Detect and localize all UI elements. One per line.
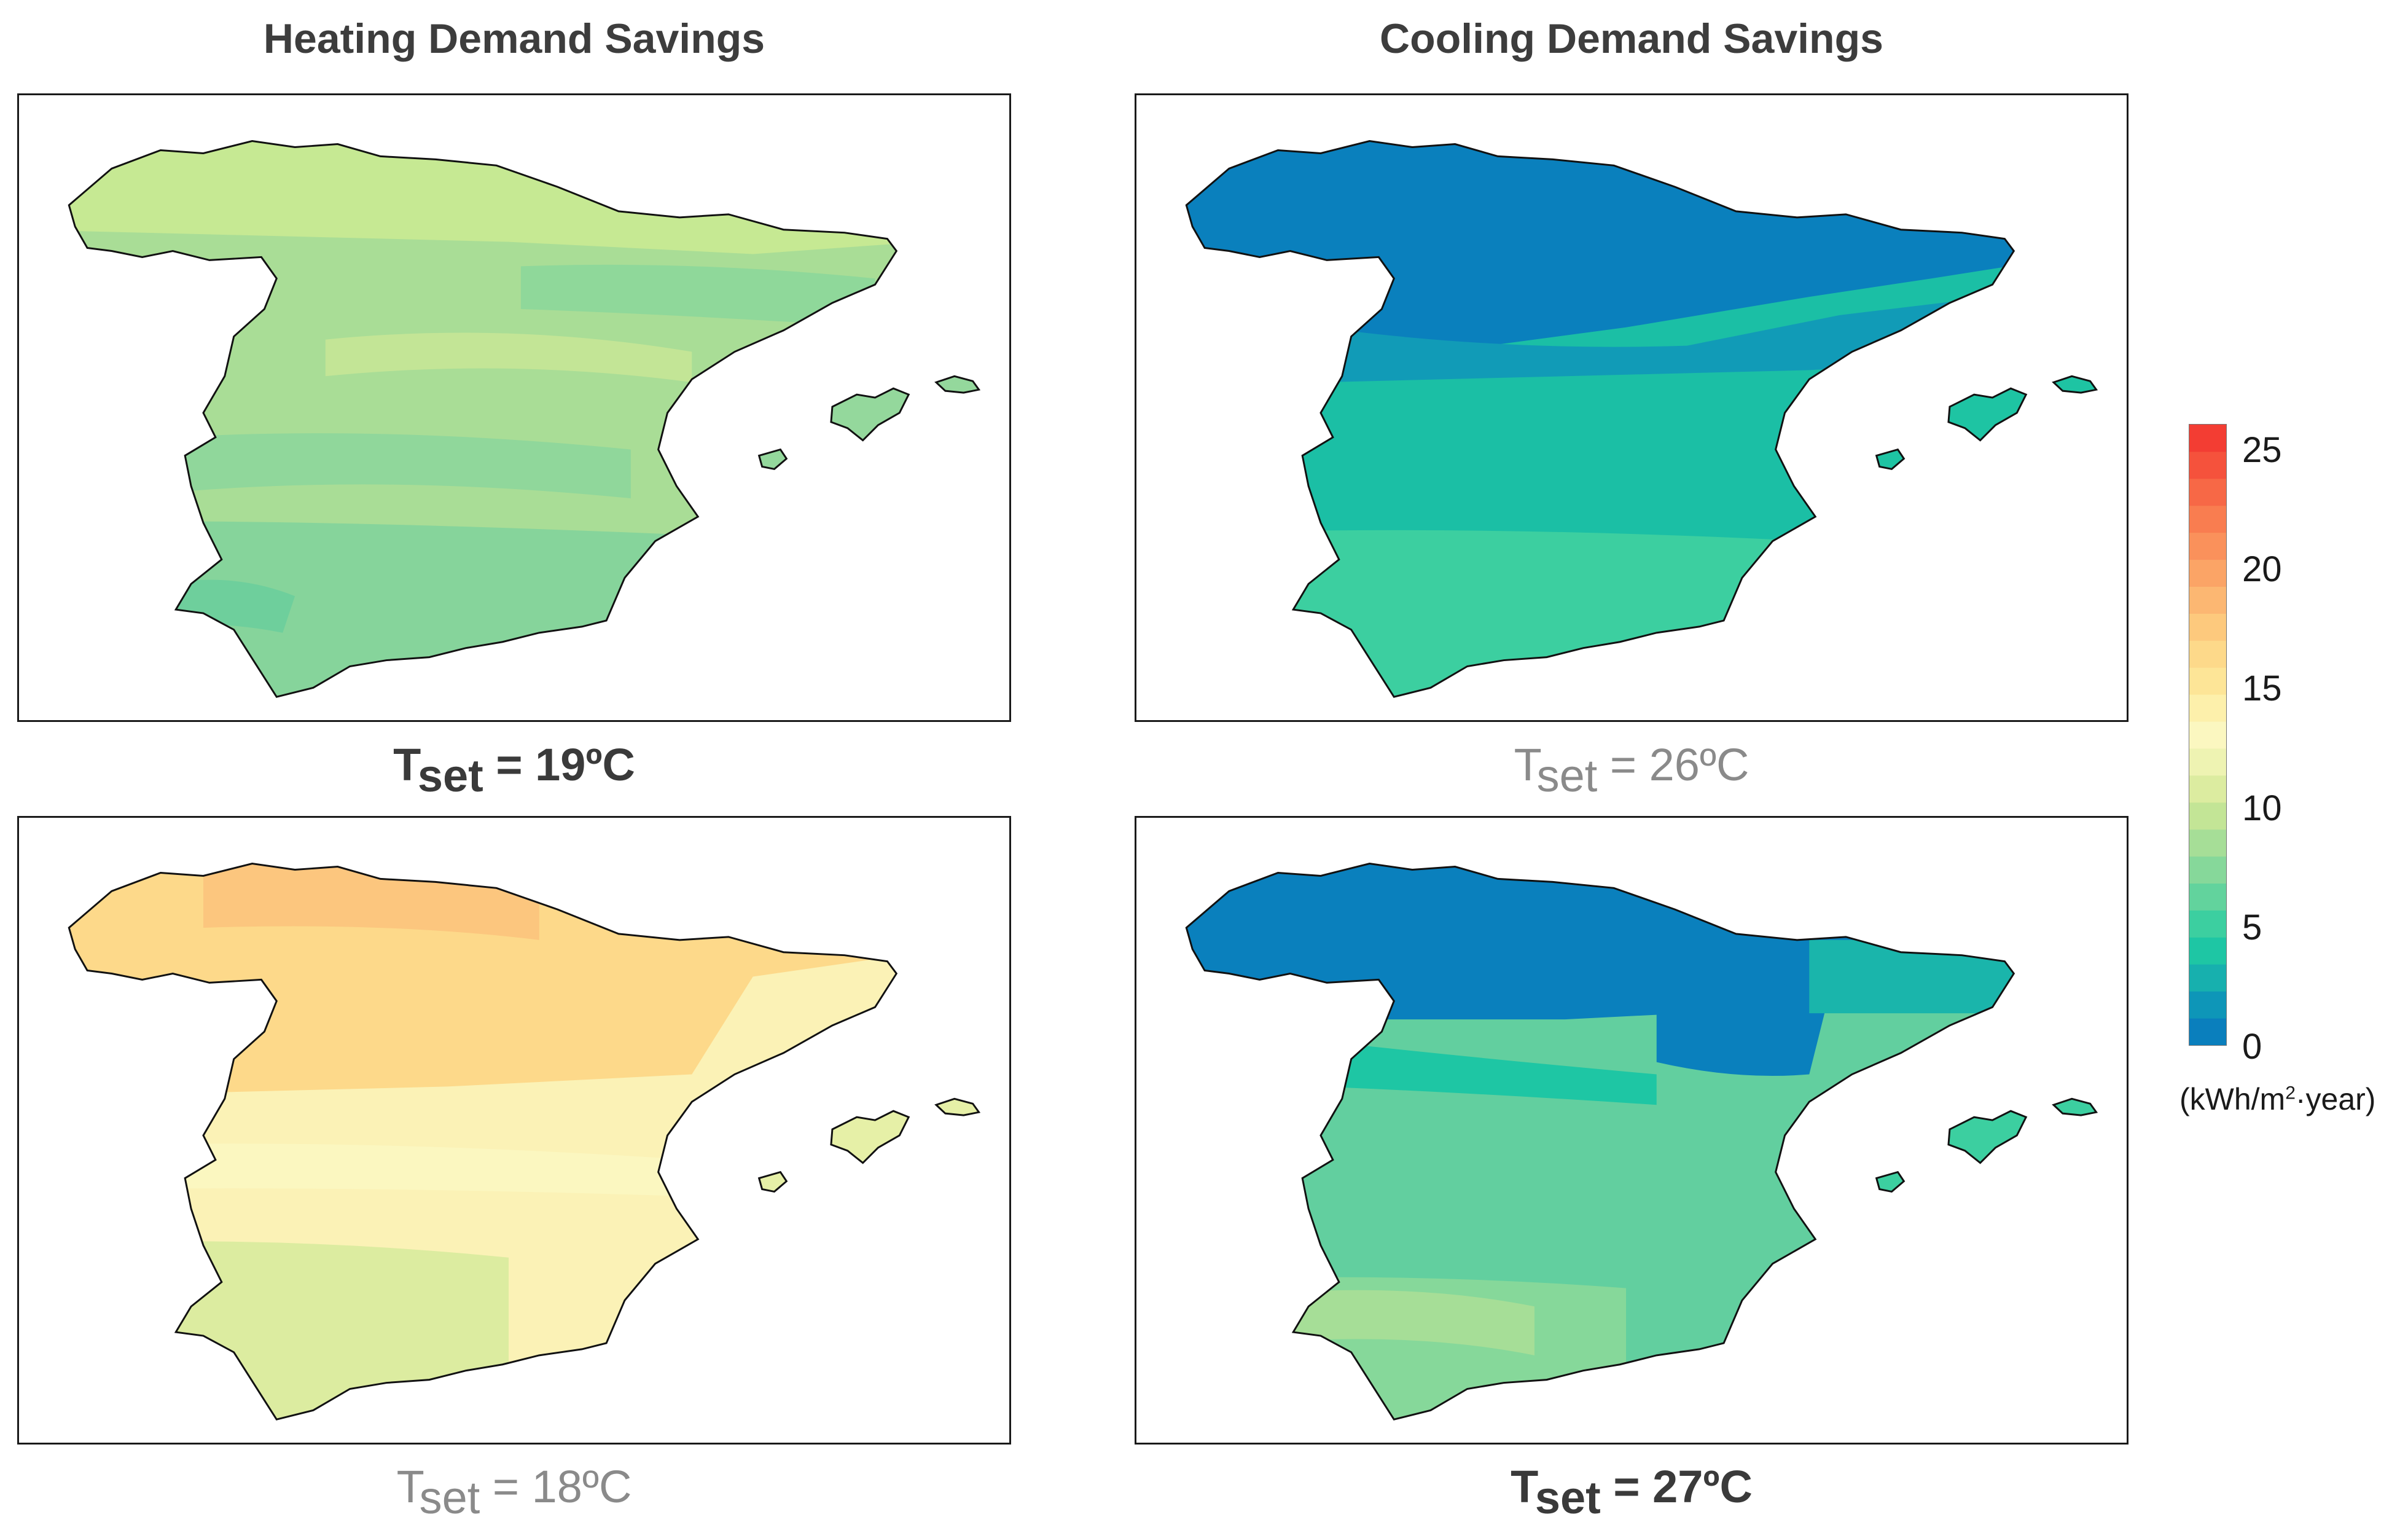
cooling-column-title: Cooling Demand Savings [1380, 15, 1883, 62]
heating-column-title: Heating Demand Savings [263, 15, 765, 62]
colorbar-band [2189, 829, 2226, 857]
map-panel-cooling-27 [1135, 816, 2128, 1445]
colorbar-band [2189, 856, 2226, 884]
colorbar-tick-15: 15 [2242, 668, 2282, 708]
label-cooling-27: Tset = 27ºC [1511, 1461, 1753, 1523]
colorbar-band [2189, 964, 2226, 992]
colorbar-band [2189, 505, 2226, 533]
colorbar-tick-20: 20 [2242, 549, 2282, 589]
iberia-map [68, 140, 980, 698]
label-heating-18: Tset = 18ºC [396, 1461, 632, 1523]
colorbar-band [2189, 613, 2226, 641]
colorbar-tick-0: 0 [2242, 1027, 2262, 1067]
colorbar-band [2189, 937, 2226, 965]
iberia-map [68, 863, 980, 1421]
map-panel-heating-19 [17, 93, 1011, 722]
colorbar-band [2189, 532, 2226, 560]
colorbar-unit-label: (kWh/m2·year) [2179, 1082, 2376, 1116]
colorbar-band [2189, 586, 2226, 614]
iberia-map [1185, 863, 2098, 1421]
colorbar-band [2189, 802, 2226, 830]
iberia-map [1185, 140, 2098, 698]
colorbar-band [2189, 559, 2226, 587]
colorbar-band [2189, 451, 2226, 479]
map-panel-cooling-26 [1135, 93, 2128, 722]
colorbar-band [2189, 667, 2226, 695]
colorbar-band [2189, 721, 2226, 749]
colorbar-band [2189, 775, 2226, 803]
label-cooling-26: Tset = 26ºC [1514, 739, 1749, 801]
colorbar-band [2189, 748, 2226, 776]
colorbar-band [2189, 425, 2226, 452]
colorbar-band [2189, 991, 2226, 1019]
colorbar-band [2189, 1018, 2226, 1045]
colorbar [2189, 424, 2227, 1046]
colorbar-tick-5: 5 [2242, 908, 2262, 947]
colorbar-band [2189, 640, 2226, 668]
colorbar-band [2189, 883, 2226, 911]
colorbar-band [2189, 478, 2226, 506]
colorbar-tick-25: 25 [2242, 430, 2282, 470]
map-panel-heating-18 [17, 816, 1011, 1445]
colorbar-band [2189, 694, 2226, 722]
colorbar-band [2189, 910, 2226, 938]
colorbar-tick-10: 10 [2242, 788, 2282, 828]
label-heating-19: Tset = 19ºC [393, 739, 635, 801]
